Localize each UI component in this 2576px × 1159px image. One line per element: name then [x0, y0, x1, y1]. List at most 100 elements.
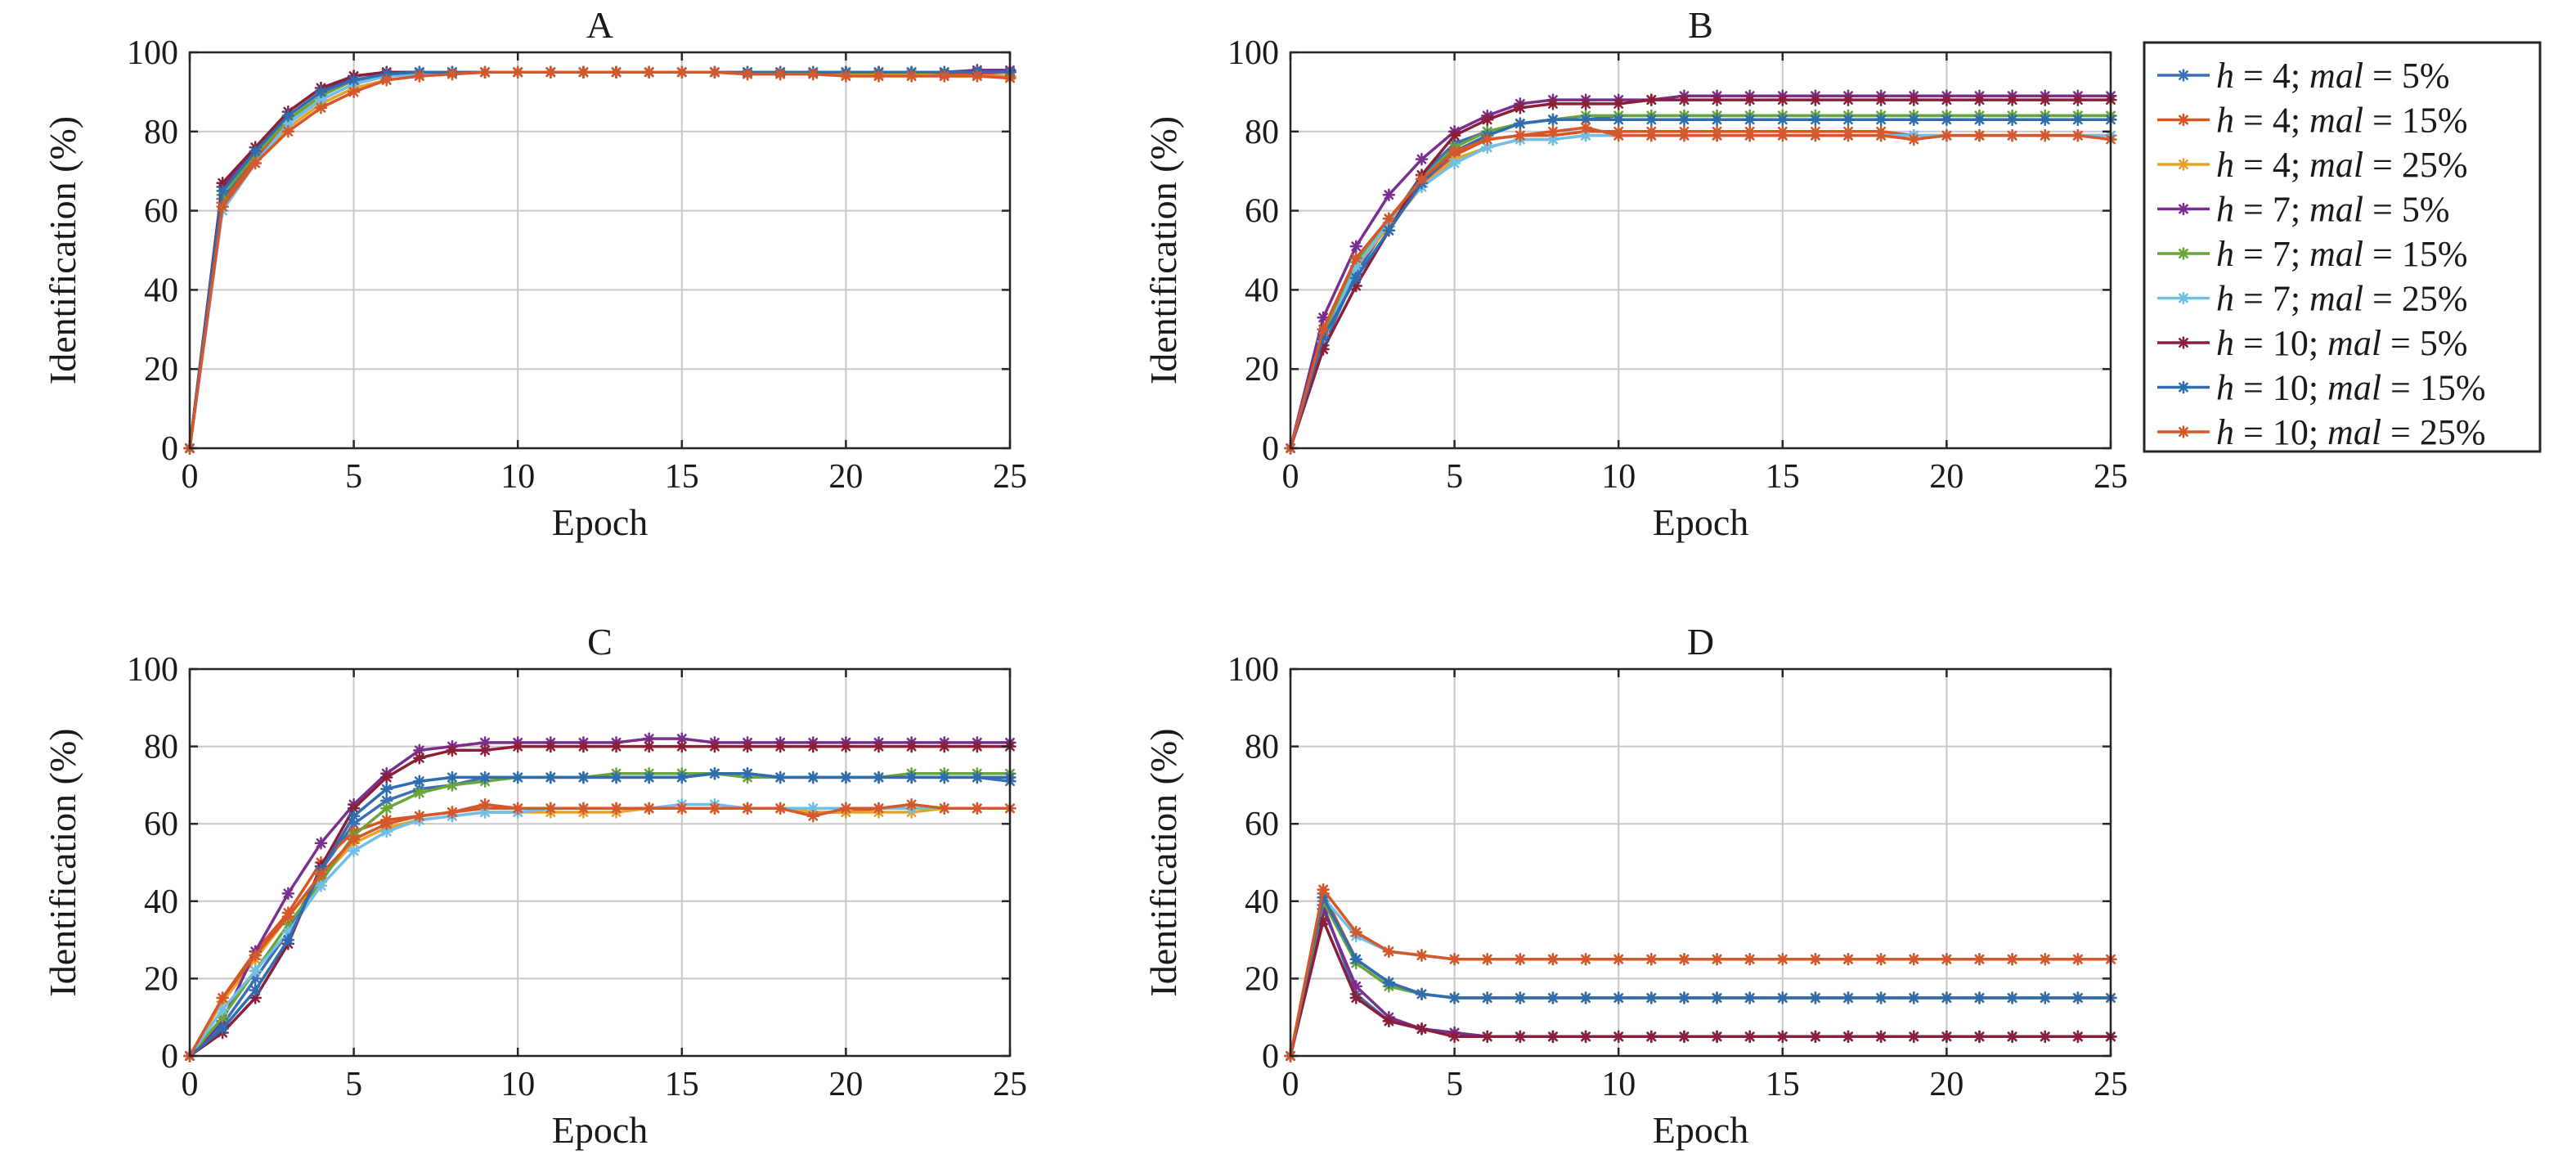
data-point [839, 770, 853, 784]
data-point [708, 739, 721, 753]
x-axis-label: Epoch [552, 501, 648, 543]
data-point [774, 802, 787, 815]
data-point [872, 802, 886, 815]
legend-entry: h = 7; mal = 15% [2157, 234, 2468, 274]
data-point [1480, 953, 1494, 966]
data-point [1874, 991, 1887, 1004]
data-point [1612, 97, 1625, 110]
data-point [2005, 128, 2019, 142]
y-tick-label: 60 [1245, 806, 1279, 843]
data-point [1382, 188, 1396, 201]
legend-label: h = 7; mal = 5% [2216, 190, 2450, 230]
y-tick-label: 60 [144, 806, 178, 843]
data-point [1940, 991, 1954, 1004]
series-group [183, 732, 1016, 1062]
panel-title: D [1687, 621, 1714, 663]
data-point [413, 809, 426, 823]
data-point [1546, 1030, 1560, 1044]
data-point [1349, 953, 1362, 966]
data-point [1612, 113, 1625, 127]
data-point [1874, 93, 1887, 106]
data-point [2005, 93, 2019, 106]
y-tick-label: 40 [1245, 883, 1279, 921]
y-tick-label: 80 [144, 114, 178, 151]
data-point [511, 65, 524, 79]
x-tick-label: 15 [665, 1066, 699, 1103]
data-point [216, 176, 229, 190]
x-tick-label: 0 [1282, 458, 1299, 496]
data-point [314, 879, 328, 892]
data-point [741, 739, 754, 753]
data-point [1972, 1030, 1986, 1044]
data-point [708, 766, 721, 780]
y-tick-label: 40 [144, 272, 178, 309]
data-point [1710, 128, 1724, 142]
x-tick-label: 25 [993, 1066, 1027, 1103]
x-tick-label: 10 [1601, 1066, 1636, 1103]
legend-label: h = 10; mal = 5% [2216, 323, 2468, 363]
data-point [1579, 991, 1592, 1004]
series-group [1284, 89, 2117, 455]
data-point [904, 797, 918, 811]
y-tick-label: 40 [144, 883, 178, 921]
data-point [1612, 953, 1625, 966]
data-point [1677, 1030, 1691, 1044]
data-point [1514, 117, 1527, 130]
data-point [1743, 93, 1757, 106]
data-point [1612, 128, 1625, 142]
data-point [2039, 93, 2052, 106]
axes-frame [1289, 51, 2112, 450]
data-point [216, 991, 229, 1004]
y-tick-label: 40 [1245, 272, 1279, 309]
data-point [1842, 1030, 1855, 1044]
data-point [708, 65, 721, 79]
data-point [1972, 93, 1986, 106]
data-point [904, 70, 918, 83]
data-point [216, 184, 229, 198]
data-point [1972, 953, 1986, 966]
x-tick-label: 5 [345, 1066, 362, 1103]
axes-frame [188, 667, 1012, 1058]
data-point [1546, 113, 1560, 127]
data-point [544, 739, 558, 753]
x-tick-label: 20 [1929, 458, 1963, 496]
data-point [1317, 311, 1330, 325]
data-point [1514, 101, 1527, 115]
legend-marker [2177, 336, 2190, 349]
data-point [1514, 991, 1527, 1004]
data-point [2005, 991, 2019, 1004]
series-7 [1284, 914, 2117, 1062]
panel-d: 0 5 10 15 20 25 0 20 40 60 80 100 D Epoch Identificati… [1142, 621, 2128, 1151]
data-point [1907, 1030, 1921, 1044]
data-point [1842, 113, 1855, 127]
data-point [1480, 113, 1494, 127]
data-point [1972, 113, 1986, 127]
data-point [379, 802, 393, 815]
data-point [2005, 113, 2019, 127]
data-point [774, 67, 787, 81]
x-tick-label: 25 [993, 458, 1027, 496]
data-point [379, 74, 393, 87]
data-point [1415, 1022, 1429, 1035]
data-point [511, 770, 524, 784]
data-point [1349, 272, 1362, 285]
data-point [1382, 212, 1396, 226]
data-point [216, 200, 229, 213]
data-point [1447, 145, 1461, 158]
y-tick-label: 100 [1227, 34, 1279, 72]
data-point [609, 65, 623, 79]
data-point [577, 65, 590, 79]
data-point [1842, 991, 1855, 1004]
panels: 0 5 10 15 20 25020406080100AEpochIdentificati… [42, 4, 2128, 1151]
y-tick-label: 0 [1262, 1038, 1279, 1076]
data-point [1743, 1030, 1757, 1044]
data-point [675, 770, 689, 784]
data-point [1677, 113, 1691, 127]
data-point [1447, 1030, 1461, 1044]
data-point [1645, 128, 1658, 142]
data-point [971, 802, 984, 815]
panel-c: 0 5 10 15 20 25 0 20 40 60 80 100 C Epoch Identificati… [42, 621, 1027, 1151]
data-point [511, 739, 524, 753]
data-point [1415, 987, 1429, 1001]
data-point [1677, 953, 1691, 966]
